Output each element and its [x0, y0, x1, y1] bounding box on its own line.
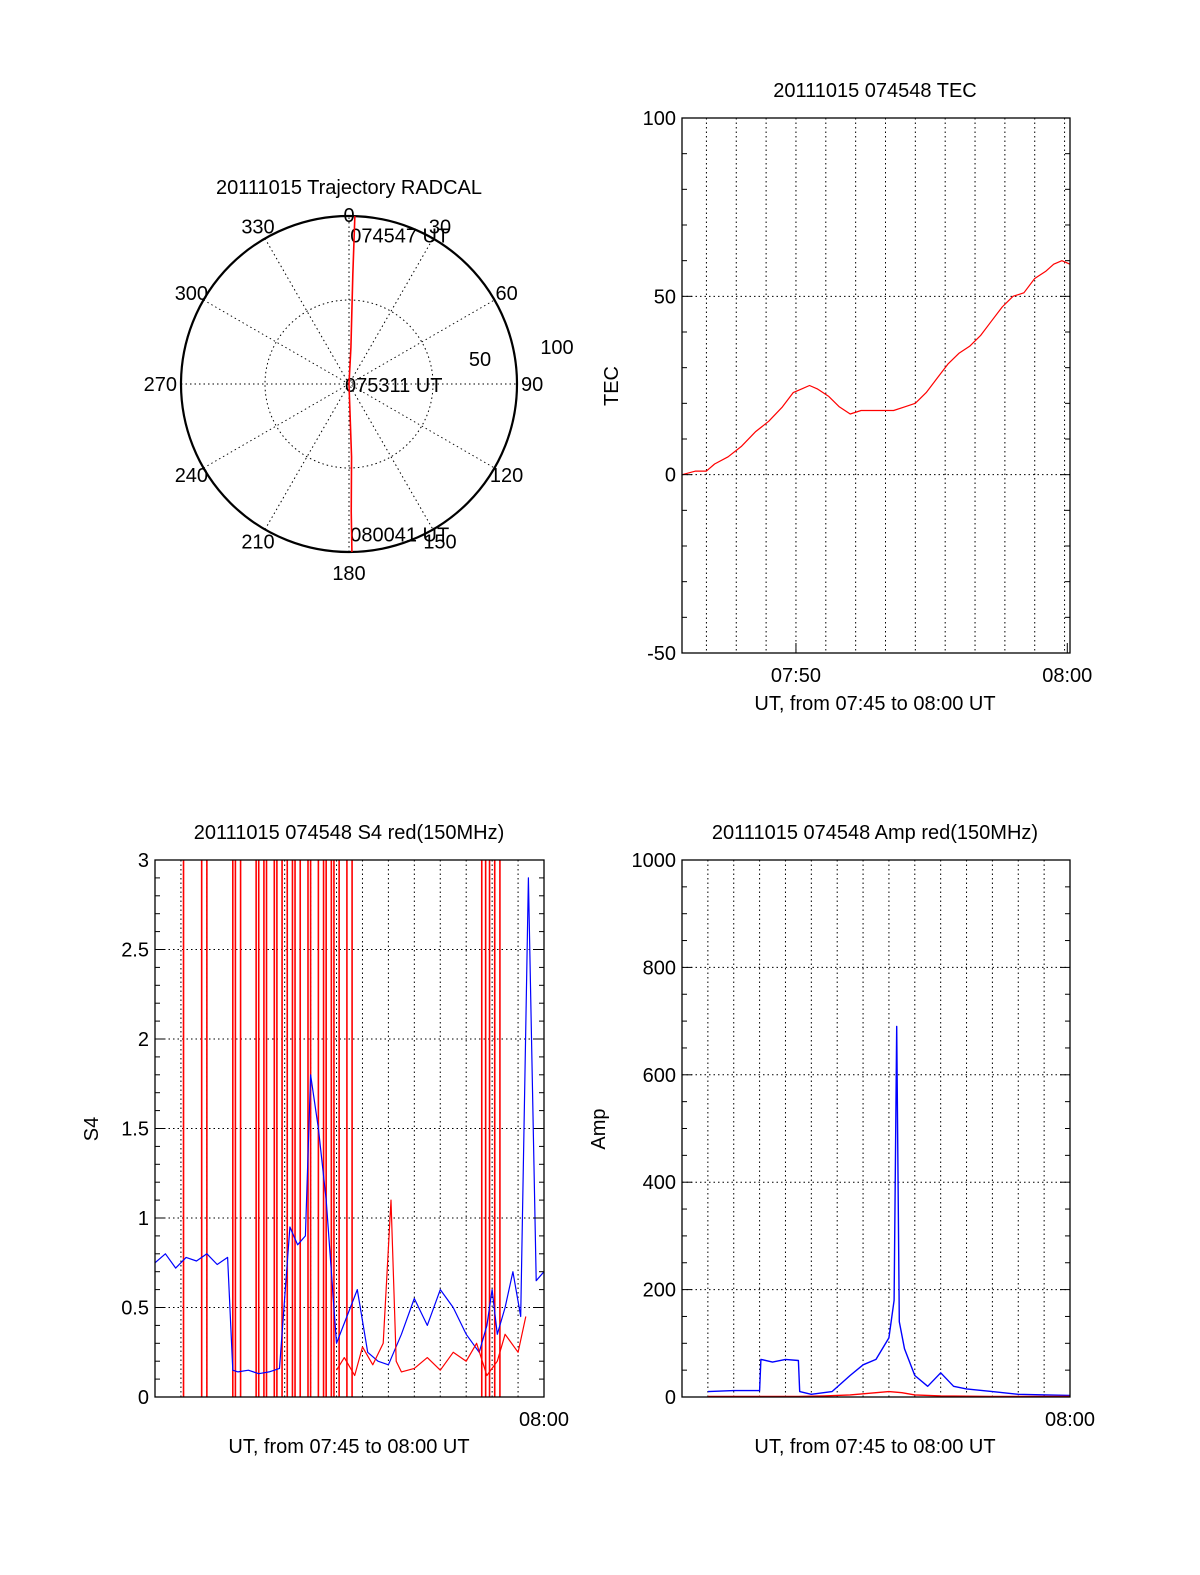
- y-tick-label: 0: [138, 1387, 149, 1409]
- x-tick-label: 08:00: [1042, 665, 1092, 687]
- amp-title: 20111015 074548 Amp red(150MHz): [712, 822, 1038, 844]
- series-line-0: [707, 1025, 1070, 1397]
- amp-panel: 20111015 074548 Amp red(150MHz) Amp UT, …: [588, 822, 1095, 1458]
- y-tick-label: 3: [138, 850, 149, 872]
- series-line-1: [335, 1199, 527, 1377]
- x-tick-label: 08:00: [1045, 1409, 1095, 1431]
- tec-ylabel: TEC: [601, 366, 623, 406]
- polar-azimuth-label: 210: [241, 532, 274, 554]
- s4-plot: 0 0.5 1 1.5 2 2.5 3 08:00: [121, 850, 569, 1431]
- x-tick-label: 07:50: [771, 665, 821, 687]
- amp-xlabel: UT, from 07:45 to 08:00 UT: [754, 1436, 995, 1458]
- y-tick-label: 100: [643, 108, 676, 130]
- polar-azimuth-label: 330: [241, 216, 274, 238]
- polar-title: 20111015 Trajectory RADCAL: [216, 177, 482, 199]
- y-tick-label: -50: [647, 643, 676, 665]
- series-line-0: [682, 260, 1070, 476]
- y-tick-label: 50: [654, 286, 676, 308]
- polar-radius-label: 50: [469, 349, 491, 371]
- y-tick-label: 0: [665, 1387, 676, 1409]
- tec-title: 20111015 074548 TEC: [773, 80, 977, 102]
- polar-trajectory-panel: 20111015 Trajectory RADCAL 0 30 60 90 120 150…: [144, 177, 574, 585]
- polar-azimuth-label: 60: [495, 283, 517, 305]
- tec-plot: -50 0 50 100 07:50 08:00: [643, 108, 1093, 687]
- y-tick-label: 1: [138, 1208, 149, 1230]
- y-tick-label: 2: [138, 1029, 149, 1051]
- polar-time-label: 075311 UT: [345, 375, 442, 397]
- s4-panel: 20111015 074548 S4 red(150MHz) S4 UT, fr…: [81, 822, 569, 1458]
- polar-azimuth-label: 300: [175, 283, 208, 305]
- polar-azimuth-label: 30: [429, 216, 451, 238]
- polar-trajectory-line: [348, 216, 356, 552]
- polar-azimuth-label: 150: [423, 532, 456, 554]
- polar-azimuth-label: 180: [332, 563, 365, 585]
- series-line-0: [155, 877, 544, 1375]
- y-tick-label: 0.5: [121, 1298, 149, 1320]
- y-tick-label: 2.5: [121, 940, 149, 962]
- s4-title: 20111015 074548 S4 red(150MHz): [194, 822, 505, 844]
- polar-azimuth-label: 270: [144, 374, 177, 396]
- tec-panel: 20111015 074548 TEC TEC UT, from 07:45 t…: [601, 80, 1092, 715]
- s4-xlabel: UT, from 07:45 to 08:00 UT: [228, 1436, 469, 1458]
- s4-ylabel: S4: [81, 1117, 103, 1141]
- amp-plot: 0 200 400 600 800 1000 08:00: [632, 850, 1096, 1431]
- tec-xlabel: UT, from 07:45 to 08:00 UT: [754, 693, 995, 715]
- y-tick-label: 400: [643, 1172, 676, 1194]
- y-tick-label: 1000: [632, 850, 677, 872]
- x-tick-label: 08:00: [519, 1409, 569, 1431]
- polar-labels: 0 30 60 90 120 150 180 210 240 270 300 330 50 100 0745…: [144, 205, 574, 585]
- y-tick-label: 0: [665, 465, 676, 487]
- polar-series: [348, 216, 356, 552]
- plot-frame: [681, 117, 1071, 654]
- amp-ylabel: Amp: [588, 1108, 610, 1149]
- y-tick-label: 600: [643, 1065, 676, 1087]
- y-tick-label: 800: [643, 957, 676, 979]
- y-tick-label: 200: [643, 1280, 676, 1302]
- polar-radius-label: 100: [540, 337, 573, 359]
- polar-azimuth-label: 0: [343, 205, 354, 227]
- polar-azimuth-label: 90: [521, 374, 543, 396]
- polar-azimuth-label: 120: [490, 465, 523, 487]
- y-tick-label: 1.5: [121, 1119, 149, 1141]
- plot-frame: [681, 859, 1071, 1398]
- polar-time-label: 074547 UT: [350, 225, 449, 247]
- polar-azimuth-label: 240: [175, 465, 208, 487]
- polar-time-label: 080041 UT: [350, 525, 449, 547]
